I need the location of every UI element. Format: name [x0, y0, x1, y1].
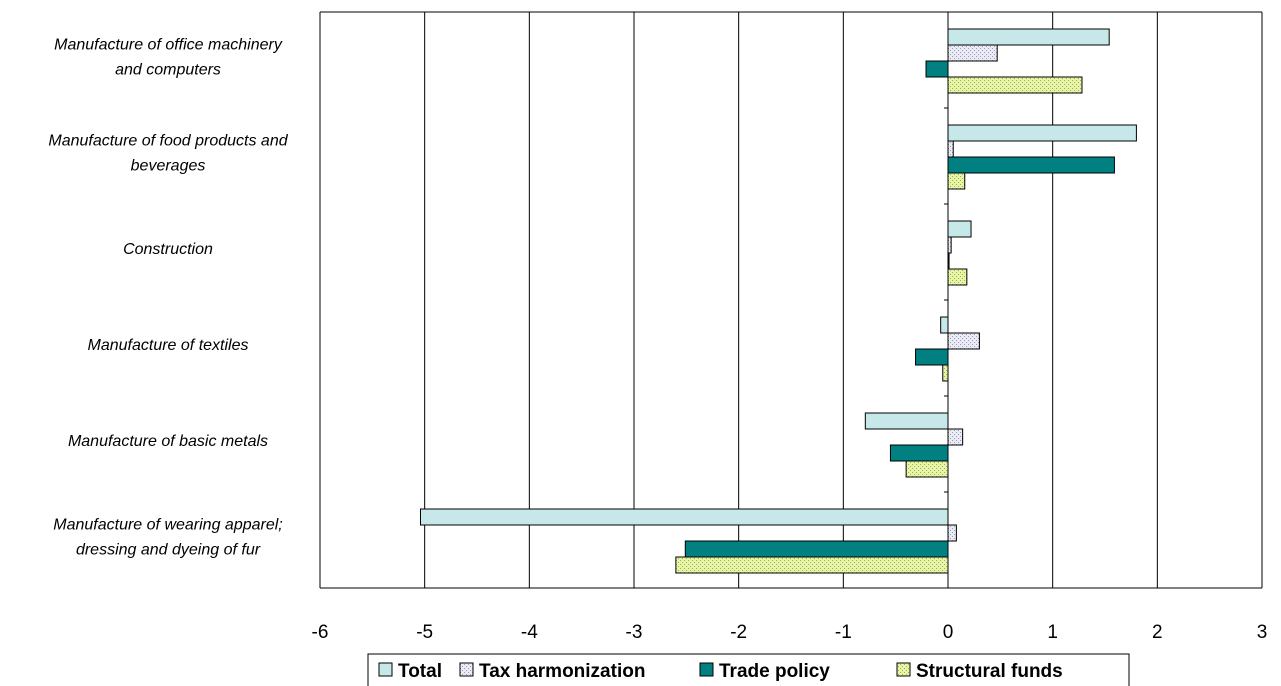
bar-structural-funds [675, 556, 949, 574]
legend-swatch-structural-funds [896, 662, 911, 677]
bar-trade-policy [925, 60, 949, 78]
bar-trade-policy [684, 540, 949, 558]
bar-total [940, 316, 949, 334]
legend-swatch-trade-policy [699, 662, 714, 677]
x-tick-label: 3 [1257, 622, 1268, 643]
category-label: Manufacture of textiles [88, 337, 249, 354]
legend: Total Tax harmonization Trade policy Struct… [367, 653, 1130, 686]
x-tick-label: -6 [312, 622, 329, 643]
legend-label-structural-funds: Structural funds [916, 661, 1063, 682]
legend-box [367, 653, 1130, 686]
bar-trade-policy [915, 348, 949, 366]
x-tick-label: -3 [626, 622, 643, 643]
bar-tax-harmonization [947, 140, 954, 158]
category-label: Manufacture of wearing apparel; [53, 517, 282, 534]
plot-area: -6 -5 -4 -3 -2 -1 0 1 2 3 Manufacture of office ma… [48, 11, 1268, 643]
bar-structural-funds [947, 268, 968, 286]
bar-tax-harmonization [947, 428, 964, 446]
legend-swatch-total [378, 662, 393, 677]
x-tick-label: -5 [416, 622, 433, 643]
bar-trade-policy [947, 156, 1115, 174]
bar-total [947, 124, 1137, 142]
x-tick-label: 2 [1152, 622, 1163, 643]
x-tick-label: -4 [521, 622, 538, 643]
bar-tax-harmonization [947, 524, 957, 542]
legend-swatch-tax-harmonization [459, 662, 474, 677]
bar-total [947, 220, 972, 238]
category-label: Construction [123, 241, 213, 258]
legend-label-trade-policy: Trade policy [719, 661, 830, 682]
bar-tax-harmonization [947, 44, 998, 62]
bar-total [864, 412, 949, 430]
bar-structural-funds [905, 460, 949, 478]
bar-tax-harmonization [947, 332, 980, 350]
bar-structural-funds [942, 364, 949, 382]
x-tick-label: 0 [943, 622, 954, 643]
bar-structural-funds [947, 172, 966, 190]
legend-label-total: Total [398, 661, 442, 682]
category-label: Manufacture of office machinery [54, 37, 283, 54]
category-label: beverages [131, 158, 206, 175]
bar-total [947, 28, 1110, 46]
category-label: dressing and dyeing of fur [76, 542, 261, 559]
legend-label-tax-harmonization: Tax harmonization [479, 661, 645, 682]
category-label: Manufacture of food products and [48, 133, 288, 150]
category-label: Manufacture of basic metals [68, 433, 268, 450]
x-tick-label: -1 [835, 622, 852, 643]
category-label: and computers [115, 62, 221, 79]
bar-trade-policy [889, 444, 949, 462]
x-tick-label: -2 [730, 622, 747, 643]
x-tick-label: 1 [1047, 622, 1058, 643]
bar-total [419, 508, 949, 526]
bar-structural-funds [947, 76, 1083, 94]
